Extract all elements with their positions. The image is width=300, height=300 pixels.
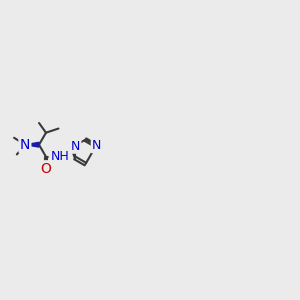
Polygon shape <box>25 142 39 147</box>
Text: N: N <box>71 140 80 152</box>
Text: N: N <box>55 151 64 164</box>
Text: O: O <box>40 161 51 176</box>
Text: N: N <box>92 139 101 152</box>
Text: H: H <box>56 149 64 162</box>
Text: NH: NH <box>50 150 69 163</box>
Text: N: N <box>20 138 30 152</box>
